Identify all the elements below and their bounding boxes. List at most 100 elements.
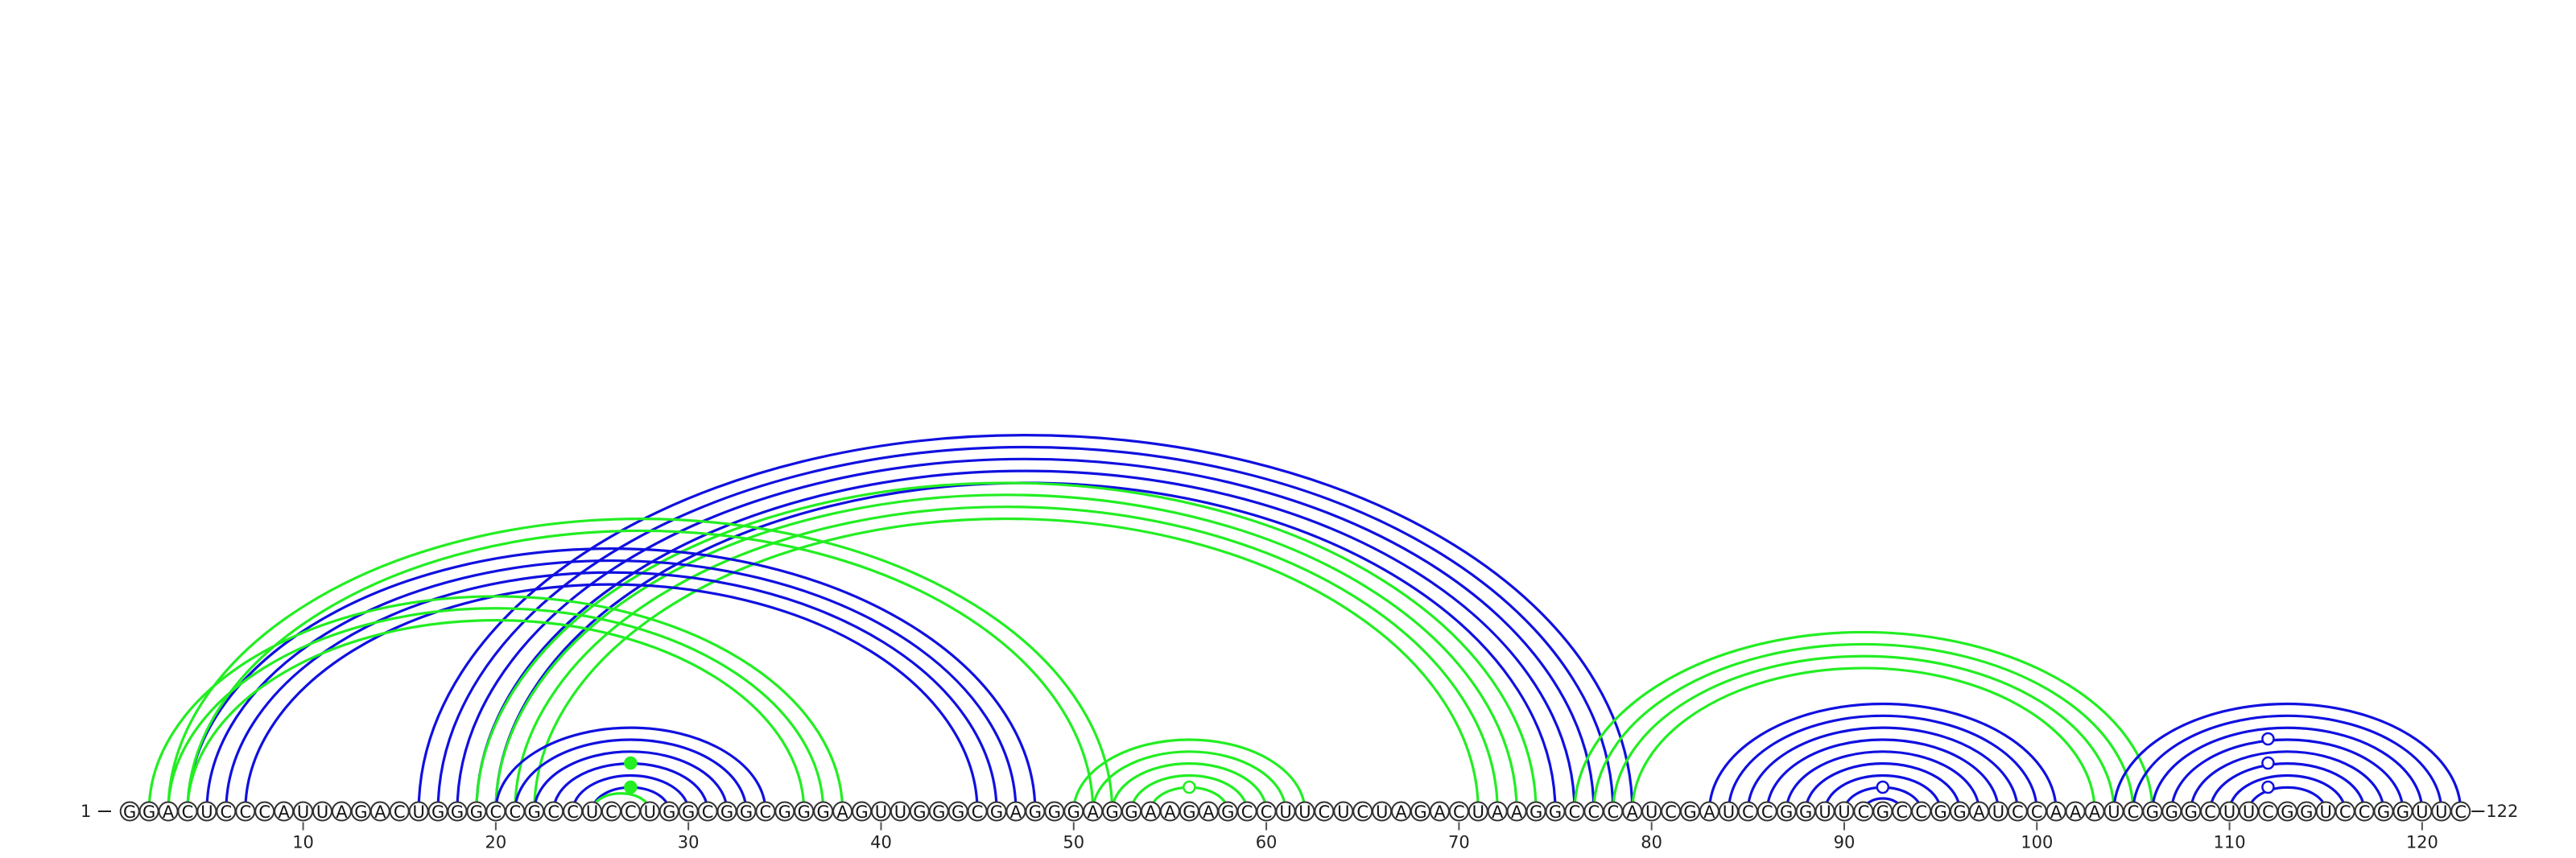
arc-blue-5-47 [205, 559, 1018, 812]
nucleotide-letter: C [2128, 802, 2140, 822]
markers-layer [624, 732, 2275, 794]
marker-open-112-1 [2261, 780, 2275, 794]
nucleotide-letter: G [990, 802, 1003, 822]
nucleotide-70: C [1448, 801, 1469, 822]
nucleotide-letter: C [567, 802, 579, 822]
nucleotide-109: C [2200, 801, 2221, 822]
arc-green-53-59 [1129, 773, 1249, 812]
nucleotide-4: C [177, 801, 198, 822]
nucleotide-12: A [331, 801, 352, 822]
nucleotide-letter: G [354, 802, 367, 822]
arc-blue-111-115 [2247, 786, 2327, 812]
arc-green-4-51 [186, 529, 1095, 812]
nucleotide-letter: A [1973, 802, 1985, 822]
arc-green-4-36 [186, 619, 806, 812]
nucleotide-5: U [196, 801, 217, 822]
nucleotide-78: C [1603, 801, 1624, 822]
arc-blue-21-33 [514, 738, 748, 812]
nucleotide-32: G [716, 801, 737, 822]
arc-green-19-74 [475, 481, 1538, 812]
nucleotide-letter: U [1992, 802, 2004, 822]
sequence-start-label: 1 [80, 802, 91, 821]
nucleotide-49: G [1044, 801, 1065, 822]
arc-green-51-61 [1092, 750, 1287, 812]
nucleotide-letter: G [932, 802, 945, 822]
nucleotide-letter: U [1818, 802, 1831, 822]
nucleotide-61: U [1275, 801, 1296, 822]
nucleotide-112: C [2257, 801, 2278, 822]
nucleotide-34: C [755, 801, 776, 822]
nucleotide-56: G [1179, 801, 1199, 822]
nucleotide-letter: A [1145, 802, 1157, 822]
nucleotide-115: U [2315, 801, 2336, 822]
tick-label-70: 70 [1448, 833, 1470, 852]
tick-label-50: 50 [1063, 833, 1084, 852]
nucleotide-40: U [870, 801, 891, 822]
nucleotide-79: A [1622, 801, 1643, 822]
nucleotide-letter: G [431, 802, 444, 822]
nucleotide-letter: G [1067, 802, 1080, 822]
nucleotide-letter: U [2107, 802, 2120, 822]
nucleotide-98: U [1988, 801, 2008, 822]
nucleotide-117: C [2354, 801, 2375, 822]
nucleotide-76: C [1564, 801, 1585, 822]
arc-blue-20-34 [494, 726, 767, 812]
tick-label-90: 90 [1834, 833, 1856, 852]
nucleotide-letter: G [1953, 802, 1966, 822]
nucleotide-46: G [986, 801, 1007, 822]
nucleotide-letter: U [1337, 802, 1349, 822]
nucleotide-37: G [813, 801, 834, 822]
arc-blue-110-116 [2227, 773, 2347, 812]
nucleotide-letter: U [1298, 802, 1311, 822]
nucleotide-letter: G [1549, 802, 1562, 822]
nucleotide-7: C [235, 801, 256, 822]
nucleotide-47: A [1005, 801, 1026, 822]
nucleotide-letter: G [1683, 802, 1696, 822]
nucleotide-39: G [852, 801, 873, 822]
nucleotide-letter: G [1530, 802, 1542, 822]
nucleotide-letter: G [451, 802, 464, 822]
nucleotide-letter: C [2339, 802, 2351, 822]
nucleotide-letter: G [720, 802, 733, 822]
nucleotide-letter: C [760, 802, 772, 822]
nucleotide-circle [2450, 801, 2471, 822]
nucleotide-25: U [582, 801, 603, 822]
arc-green-78-104 [1612, 654, 2116, 812]
nucleotide-67: A [1391, 801, 1412, 822]
arc-blue-89-95 [1823, 773, 1942, 812]
nucleotide-55: A [1159, 801, 1180, 822]
sequence-end-label: 122 [2486, 802, 2518, 821]
arc-blue-87-97 [1785, 750, 1981, 812]
nucleotide-110: U [2219, 801, 2240, 822]
nucleotide-letter: C [1241, 802, 1253, 822]
nucleotide-24: C [563, 801, 584, 822]
nucleotide-letter: G [1799, 802, 1812, 822]
nucleotide-letter: A [1010, 802, 1022, 822]
nucleotide-letter: C [1915, 802, 1927, 822]
arc-blue-109-117 [2209, 762, 2366, 812]
nucleotide-letter: G [123, 802, 136, 822]
nucleotide-114: G [2296, 801, 2317, 822]
nucleotide-letter: C [2204, 802, 2216, 822]
arc-blue-7-45 [244, 583, 979, 812]
nucleotide-43: G [928, 801, 949, 822]
nucleotide-letter: G [1029, 802, 1042, 822]
nucleotide-50: G [1063, 801, 1084, 822]
nucleotide-letter: U [1472, 802, 1484, 822]
nucleotide-52: G [1102, 801, 1123, 822]
nucleotide-71: U [1468, 801, 1488, 822]
nucleotide-63: C [1314, 801, 1335, 822]
nucleotide-letter: G [855, 802, 868, 822]
nucleotide-letter: G [1125, 802, 1137, 822]
tick-label-120: 120 [2406, 833, 2438, 852]
nucleotide-letter: C [1665, 802, 1677, 822]
nucleotide-107: G [2161, 801, 2182, 822]
nucleotide-15: C [389, 801, 410, 822]
arc-blue-83-101 [1707, 702, 2058, 812]
nucleotide-letter: U [2223, 802, 2235, 822]
nucleotide-95: G [1930, 801, 1951, 822]
nucleotide-87: G [1776, 801, 1797, 822]
nucleotide-letter: C [972, 802, 984, 822]
nucleotide-33: G [736, 801, 757, 822]
